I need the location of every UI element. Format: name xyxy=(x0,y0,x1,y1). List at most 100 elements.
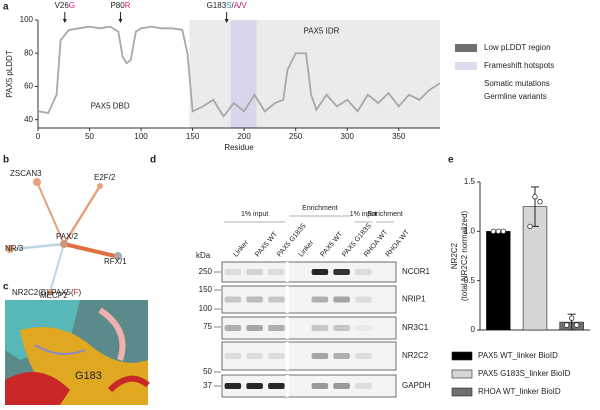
data-point xyxy=(568,315,575,321)
edge xyxy=(63,242,116,258)
network: ZSCAN3 E2F/2 PAX/2 NR/3 RFX/1 MECP2 xyxy=(5,169,127,300)
legend-label: Germline variants xyxy=(484,92,547,101)
y-tick-label: 0 xyxy=(471,325,476,334)
group-label: Enrichment xyxy=(302,205,337,212)
splice-gap xyxy=(285,342,289,370)
node-label: RFX/1 xyxy=(104,257,127,266)
node xyxy=(60,240,68,248)
group-label: 1% input xyxy=(241,211,268,218)
y-tick-label: 40 xyxy=(24,115,33,124)
text-part: / xyxy=(239,1,242,10)
splice-gap xyxy=(285,286,289,313)
band xyxy=(333,383,350,389)
band xyxy=(333,269,350,275)
arrow-head xyxy=(224,19,229,23)
y-axis-label: (total NR2C2 normalized) xyxy=(460,211,469,302)
helix xyxy=(5,372,70,405)
legend-label: Low pLDDT region xyxy=(484,43,551,52)
row-label: NRIP1 xyxy=(402,295,426,304)
band xyxy=(355,269,372,275)
annotation: V26G xyxy=(55,1,75,10)
x-tick-label: 0 xyxy=(36,132,41,141)
kda-label: kDa xyxy=(196,251,211,260)
x-tick-label: 200 xyxy=(237,132,251,141)
annotation: G183S/A/V xyxy=(207,1,248,10)
band xyxy=(311,325,329,331)
data-point xyxy=(573,322,580,328)
band xyxy=(224,353,242,359)
data-point xyxy=(490,228,497,235)
node xyxy=(6,245,14,253)
arrow-head xyxy=(62,19,67,23)
band xyxy=(311,269,329,275)
legend-label: PAX5 G183S_linker BioID xyxy=(478,369,571,378)
blot-frame xyxy=(221,261,397,283)
row-label: NCOR1 xyxy=(402,267,431,276)
legend-swatch xyxy=(451,387,473,397)
data-point xyxy=(532,194,538,200)
panel-label: a xyxy=(3,2,9,13)
band xyxy=(355,383,372,389)
data-point xyxy=(495,228,502,235)
band xyxy=(333,325,350,331)
node xyxy=(33,178,41,186)
data-point xyxy=(537,199,543,205)
edge xyxy=(62,185,102,245)
band xyxy=(333,353,350,359)
legend-label: RHOA WT_linker BioID xyxy=(478,387,561,396)
text-part: R xyxy=(125,1,131,10)
legend-label: Somatic mutations xyxy=(484,79,550,88)
splice-gap xyxy=(285,317,289,339)
band xyxy=(268,269,285,275)
node-label: PAX/2 xyxy=(56,232,79,241)
helix xyxy=(98,307,126,361)
row-label: NR3C1 xyxy=(402,323,429,332)
domain-label: PAX5 DBD xyxy=(91,102,130,111)
lane-label: Linker xyxy=(298,239,316,259)
y-tick-label: 0.5 xyxy=(464,276,476,285)
legend-swatch xyxy=(455,44,477,52)
text-part: ) xyxy=(79,288,82,297)
band xyxy=(311,383,329,389)
legend-label: PAX5 WT_linker BioID xyxy=(478,351,558,360)
kda-marker: 37 xyxy=(203,381,212,390)
blot-frame xyxy=(221,316,397,340)
residue-label: G183 xyxy=(75,370,102,382)
text-part: G183 xyxy=(207,1,227,10)
band xyxy=(246,353,263,359)
legend-swatch xyxy=(455,62,477,70)
text-part: V26 xyxy=(55,1,70,10)
band xyxy=(268,296,285,303)
node-label: ZSCAN3 xyxy=(10,169,42,178)
text-part: F xyxy=(74,288,79,297)
edge xyxy=(49,243,65,293)
band xyxy=(355,353,372,359)
panel-label: b xyxy=(3,155,9,166)
y-axis-label: NR2C2 xyxy=(450,242,459,269)
bar xyxy=(486,231,511,331)
y-tick-label: 60 xyxy=(24,82,33,91)
edge xyxy=(36,181,65,245)
band xyxy=(224,269,242,275)
y-tick-label: 80 xyxy=(24,48,33,57)
data-point xyxy=(527,223,533,230)
kda-marker: 100 xyxy=(199,304,213,313)
text-part: P80 xyxy=(110,1,125,10)
group-label: Enrichment xyxy=(367,211,402,218)
x-tick-label: 250 xyxy=(289,132,303,141)
panel-label: d xyxy=(150,155,156,166)
text-part: V xyxy=(241,1,247,10)
band xyxy=(355,325,372,331)
panel-label: e xyxy=(448,155,454,166)
helix xyxy=(107,375,150,393)
x-tick-label: 100 xyxy=(134,132,148,141)
blot-frame xyxy=(221,374,397,398)
band xyxy=(224,325,242,331)
strand xyxy=(34,344,86,355)
node-label: E2F/2 xyxy=(94,173,116,182)
kda-marker: 150 xyxy=(199,285,213,294)
group-label: 1% input xyxy=(350,211,377,218)
legend-swatch xyxy=(451,369,473,379)
lane-label: RHOA WT xyxy=(385,228,412,258)
x-tick-label: 300 xyxy=(341,132,355,141)
